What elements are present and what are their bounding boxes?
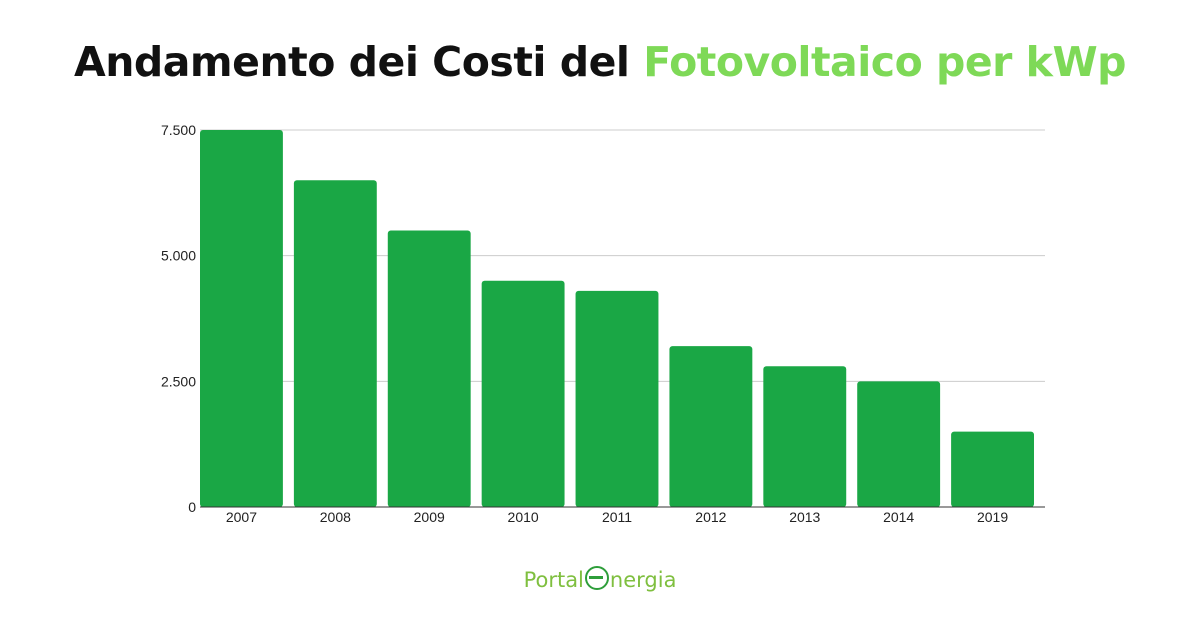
chart-title-part1: Andamento dei Costi del	[73, 38, 644, 86]
x-tick-label: 2013	[789, 509, 820, 525]
portalenergia-logo: Portal nergia	[0, 566, 1200, 592]
bar-2007	[200, 130, 283, 507]
leaf-e-icon	[584, 566, 609, 590]
bar-2008	[293, 180, 377, 507]
y-tick-label: 0	[188, 499, 196, 515]
x-tick-label: 2009	[414, 509, 445, 525]
bar-2014	[857, 381, 941, 507]
logo-text-before: Portal	[523, 568, 584, 592]
y-tick-label: 5.000	[161, 248, 196, 264]
y-tick-label: 2.500	[161, 373, 196, 389]
y-tick-label: 7.500	[161, 122, 196, 138]
bar-2019	[951, 431, 1034, 507]
logo-text-after: nergia	[609, 568, 677, 592]
x-tick-label: 2019	[977, 509, 1008, 525]
bar-2010	[481, 280, 565, 507]
chart-title: Andamento dei Costi del Fotovoltaico per…	[0, 38, 1200, 86]
chart-title-part2: Fotovoltaico per kWp	[643, 38, 1127, 86]
x-tick-label: 2014	[883, 509, 914, 525]
bar-2009	[387, 230, 471, 508]
bar-2013	[763, 366, 847, 507]
x-tick-label: 2012	[695, 509, 726, 525]
x-tick-label: 2007	[226, 509, 257, 525]
x-tick-label: 2011	[602, 509, 632, 525]
bar-2011	[575, 290, 659, 507]
x-tick-label: 2010	[508, 509, 539, 525]
bar-2012	[669, 346, 753, 507]
x-tick-label: 2008	[320, 509, 351, 525]
